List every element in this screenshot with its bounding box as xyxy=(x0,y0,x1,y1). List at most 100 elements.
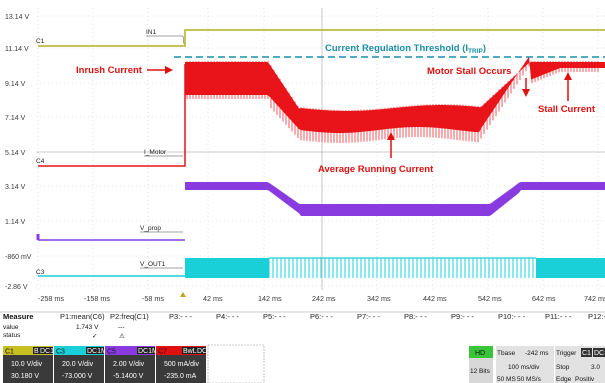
c4-marker: C4 xyxy=(36,158,45,165)
x-tick-label: -58 ms xyxy=(142,294,164,303)
plot-area xyxy=(0,0,605,305)
channel-id: C5 xyxy=(107,349,116,356)
x-axis: -258 ms -158 ms -58 ms 42 ms 142 ms 242 … xyxy=(38,294,605,303)
x-tick-label: -158 ms xyxy=(84,294,110,303)
timebase-value: -242 ms xyxy=(525,350,549,357)
y-axis: 13.14 V 11.14 V 9.14 V 7.14 V 5.14 V 3.1… xyxy=(5,14,32,291)
avg-running-annotation: Average Running Current xyxy=(318,164,434,175)
channel-offset: -5.1400 V xyxy=(113,373,144,380)
measure-column[interactable]: P12:- - - xyxy=(588,312,605,321)
measure-column[interactable]: P6:- - - xyxy=(310,312,333,321)
channel-c5-descriptor[interactable]: C5 DC1M 2.00 V/div -5.1400 V xyxy=(105,346,158,383)
channel-id: C7 xyxy=(158,349,167,356)
y-tick-label: 3.14 V xyxy=(5,184,26,191)
channel-c3-descriptor[interactable]: C3 DC1M 20.0 V/div -73.000 V xyxy=(54,346,107,383)
arrow-right-icon xyxy=(165,66,173,74)
channel-badge: B xyxy=(34,348,39,355)
measure-column[interactable]: P2:freq(C1) xyxy=(110,312,149,321)
arrow-up-icon xyxy=(564,72,572,80)
channel-offset: -73.000 V xyxy=(62,373,93,380)
vout1-tag: V_OUT1 xyxy=(140,261,166,268)
measure-column[interactable]: P4:- - - xyxy=(216,312,239,321)
y-tick-label: 11.14 V xyxy=(5,46,29,53)
hd-badge xyxy=(469,346,493,358)
timebase-per-div: 100 ms/div xyxy=(508,364,540,371)
x-tick-label: 42 ms xyxy=(203,294,223,303)
channel-id: C1 xyxy=(5,349,14,356)
p1-value: 1.743 V xyxy=(76,324,99,331)
p1-status-icon: ✓ xyxy=(92,333,97,340)
measure-column[interactable]: P9:- - - xyxy=(451,312,474,321)
measure-column[interactable]: P8:- - - xyxy=(404,312,427,321)
trigger-marker-icon[interactable] xyxy=(180,292,186,297)
trigger-mode: Stop xyxy=(556,364,570,371)
stall-occurs-annotation: Motor Stall Occurs xyxy=(427,66,511,77)
vout1-pwm-block xyxy=(536,258,605,278)
in1-tag: IN1 xyxy=(146,29,157,36)
trace-tags: IN1 I_Motor V_prop V_OUT1 C1 C4 C3 xyxy=(36,29,185,276)
measure-column[interactable]: P11:- - - xyxy=(545,312,572,321)
imotor-tag: I_Motor xyxy=(144,149,167,156)
measure-column[interactable]: P3:- - - xyxy=(169,312,192,321)
y-tick-label: -860 mV xyxy=(5,254,32,261)
channel-badge: DC1M xyxy=(138,348,158,355)
vprop-tag: V_prop xyxy=(140,225,161,232)
x-tick-label: 542 ms xyxy=(478,294,502,303)
x-tick-label: 442 ms xyxy=(423,294,447,303)
channel-offset: 30.180 V xyxy=(11,373,39,380)
channel-scale: 2.00 V/div xyxy=(113,361,145,368)
x-tick-label: 742 ms xyxy=(584,294,605,303)
arrow-up-icon xyxy=(387,132,395,140)
p2-status-icon: ⚠ xyxy=(119,332,125,340)
sample-rate: 50 MS/s xyxy=(517,376,542,383)
measure-column[interactable]: P7:- - - xyxy=(357,312,380,321)
channel-badge: DC1 xyxy=(40,348,54,355)
imotor-trace-low xyxy=(38,64,186,167)
stall-current-annotation: Stall Current xyxy=(538,104,596,115)
x-tick-label: 342 ms xyxy=(367,294,391,303)
imotor-ripple xyxy=(186,61,599,143)
measure-column[interactable]: P5:- - - xyxy=(263,312,286,321)
value-row-label: value xyxy=(3,324,19,331)
y-tick-label: 13.14 V xyxy=(5,14,29,21)
measure-header: Measure xyxy=(3,312,33,321)
vout1-pwm-block xyxy=(185,258,269,278)
trigger-slope: Positiv xyxy=(575,376,595,383)
trigger-level: 3.0 xyxy=(591,364,600,371)
y-tick-label: 9.14 V xyxy=(5,81,26,88)
channel-scale: 500 mA/div xyxy=(164,361,200,368)
x-tick-label: 642 ms xyxy=(532,294,556,303)
x-tick-label: 142 ms xyxy=(258,294,282,303)
channel-badge: DC xyxy=(197,348,207,355)
c3-marker: C3 xyxy=(36,269,45,276)
vprop-trace xyxy=(185,182,605,240)
channel-offset: -235.0 mA xyxy=(164,373,197,380)
vout1-pwm-pulses xyxy=(268,257,536,278)
x-tick-label: -258 ms xyxy=(38,294,64,303)
arrow-down-icon xyxy=(522,89,530,97)
empty-channel-slot[interactable] xyxy=(207,344,265,383)
channel-scale: 20.0 V/div xyxy=(62,361,94,368)
x-tick-label: 242 ms xyxy=(312,294,336,303)
measure-column[interactable]: P1:mean(C6) xyxy=(60,312,105,321)
timebase-panel[interactable]: HD 12 Bits Tbase -242 ms 100 ms/div 50 M… xyxy=(469,346,605,383)
sample-count: 50 MS xyxy=(497,376,516,383)
trigger-type: Edge xyxy=(556,376,572,383)
y-tick-label: 1.14 V xyxy=(5,219,26,226)
p2-value: --- xyxy=(118,324,125,331)
channel-id: C3 xyxy=(56,349,65,356)
timebase-label: Tbase xyxy=(497,350,515,357)
trigger-channel: C1 xyxy=(582,350,591,357)
measure-table[interactable]: Measure P1:mean(C6) P2:freq(C1) P3:- - -… xyxy=(3,312,605,340)
threshold-annotation: Current Regulation Threshold (ITRIP) xyxy=(325,43,486,55)
measure-column[interactable]: P10:- - - xyxy=(498,312,526,321)
hd-label: HD xyxy=(475,350,485,357)
y-tick-label: 5.14 V xyxy=(5,150,26,157)
channel-badge: DC1M xyxy=(87,348,107,355)
y-tick-label: -2.86 V xyxy=(5,284,28,291)
channel-scale: 10.0 V/div xyxy=(11,361,43,368)
imotor-trace xyxy=(185,56,605,133)
